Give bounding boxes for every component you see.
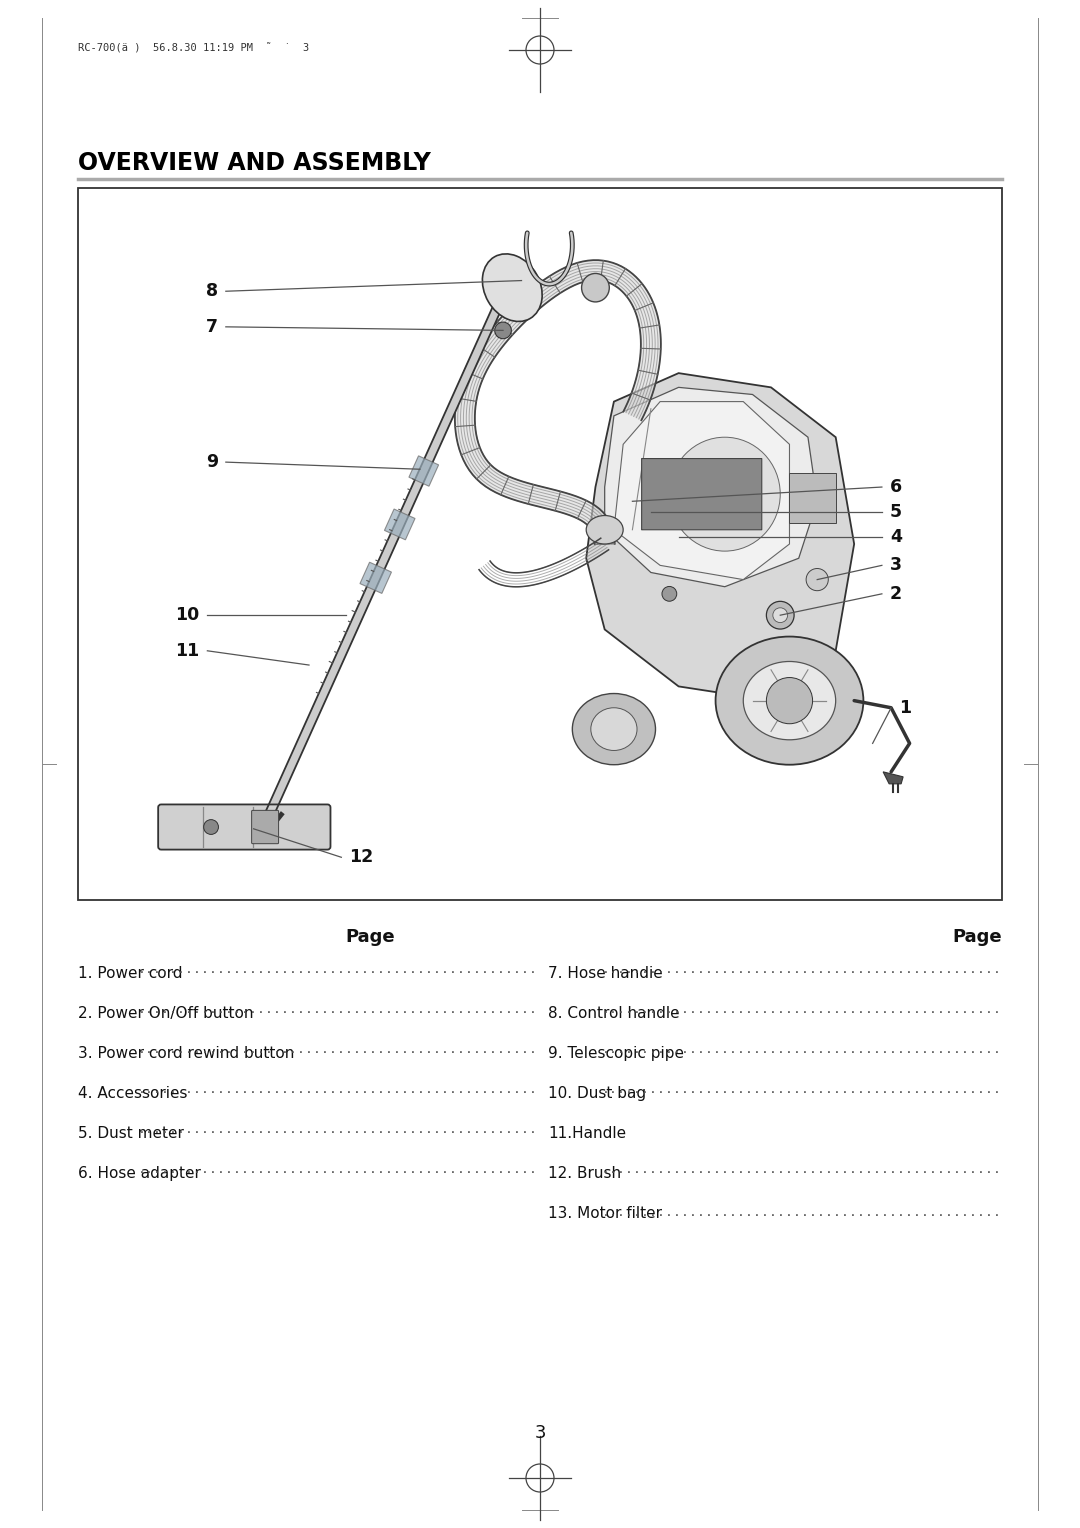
Text: ··················································: ········································…: [138, 1166, 538, 1180]
Polygon shape: [360, 562, 391, 593]
Text: 6. Hose adapter: 6. Hose adapter: [78, 1166, 201, 1181]
Text: Page: Page: [346, 927, 395, 946]
Polygon shape: [613, 402, 789, 579]
Text: 3: 3: [535, 1424, 545, 1442]
Text: 3. Power cord rewind button: 3. Power cord rewind button: [78, 1047, 295, 1060]
Text: ··················································: ········································…: [138, 1047, 538, 1059]
Polygon shape: [455, 260, 661, 544]
Text: ··················································: ········································…: [138, 1086, 538, 1099]
Polygon shape: [409, 455, 438, 486]
Polygon shape: [605, 388, 818, 587]
Text: 1: 1: [900, 698, 912, 717]
Text: ··················································: ········································…: [602, 1166, 1002, 1180]
Text: 12: 12: [349, 848, 374, 866]
Ellipse shape: [586, 515, 623, 544]
Text: 9: 9: [205, 454, 218, 471]
Text: ··················································: ········································…: [138, 1126, 538, 1138]
FancyBboxPatch shape: [252, 810, 279, 843]
FancyBboxPatch shape: [642, 458, 761, 530]
Text: 9. Telescopic pipe: 9. Telescopic pipe: [548, 1047, 684, 1060]
Text: 10: 10: [175, 607, 200, 625]
Ellipse shape: [582, 274, 609, 303]
Ellipse shape: [572, 694, 656, 764]
Polygon shape: [586, 373, 854, 701]
Polygon shape: [259, 293, 508, 831]
Text: ··················································: ········································…: [138, 966, 538, 979]
Text: ··················································: ········································…: [602, 1086, 1002, 1099]
Text: 11: 11: [175, 642, 200, 660]
Text: 13. Motor filter: 13. Motor filter: [548, 1206, 662, 1221]
Circle shape: [806, 568, 828, 591]
FancyBboxPatch shape: [158, 804, 330, 850]
Text: 5. Dust meter: 5. Dust meter: [78, 1126, 184, 1141]
Ellipse shape: [670, 437, 780, 552]
Polygon shape: [789, 472, 836, 523]
Bar: [78, 188, 1002, 900]
Text: 1. Power cord: 1. Power cord: [78, 966, 183, 981]
Text: 7. Hose handie: 7. Hose handie: [548, 966, 663, 981]
Text: ··················································: ········································…: [602, 1005, 1002, 1019]
Text: ··················································: ········································…: [138, 1005, 538, 1019]
Text: 8: 8: [205, 283, 218, 299]
Ellipse shape: [591, 707, 637, 750]
Text: ··················································: ········································…: [602, 1047, 1002, 1059]
Text: OVERVIEW AND ASSEMBLY: OVERVIEW AND ASSEMBLY: [78, 151, 431, 176]
Text: 4. Accessories: 4. Accessories: [78, 1086, 188, 1102]
Circle shape: [495, 322, 511, 339]
Circle shape: [767, 602, 794, 630]
Circle shape: [662, 587, 677, 601]
Polygon shape: [384, 509, 415, 539]
Text: 4: 4: [890, 527, 902, 545]
Text: 6: 6: [890, 478, 902, 497]
Polygon shape: [883, 772, 903, 784]
Text: 2. Power On/Off button: 2. Power On/Off button: [78, 1005, 254, 1021]
Text: RC-700(ä )  56.8.30 11:19 PM  ˜  ˙  3: RC-700(ä ) 56.8.30 11:19 PM ˜ ˙ 3: [78, 43, 309, 53]
Circle shape: [204, 819, 218, 834]
Circle shape: [767, 677, 812, 724]
Text: 12. Brush: 12. Brush: [548, 1166, 621, 1181]
Text: Page: Page: [953, 927, 1002, 946]
Text: 8. Control handle: 8. Control handle: [548, 1005, 679, 1021]
Text: 3: 3: [890, 556, 902, 575]
Ellipse shape: [743, 662, 836, 740]
Text: ··················································: ········································…: [602, 966, 1002, 979]
Circle shape: [773, 608, 787, 622]
Text: 10. Dust bag: 10. Dust bag: [548, 1086, 646, 1102]
Text: 11.Handle: 11.Handle: [548, 1126, 626, 1141]
Ellipse shape: [716, 637, 863, 764]
Text: 7: 7: [206, 318, 218, 336]
Text: ..................................................: ........................................…: [602, 1206, 1002, 1219]
Text: 2: 2: [890, 585, 902, 604]
Text: 5: 5: [890, 503, 902, 521]
Ellipse shape: [483, 254, 542, 321]
